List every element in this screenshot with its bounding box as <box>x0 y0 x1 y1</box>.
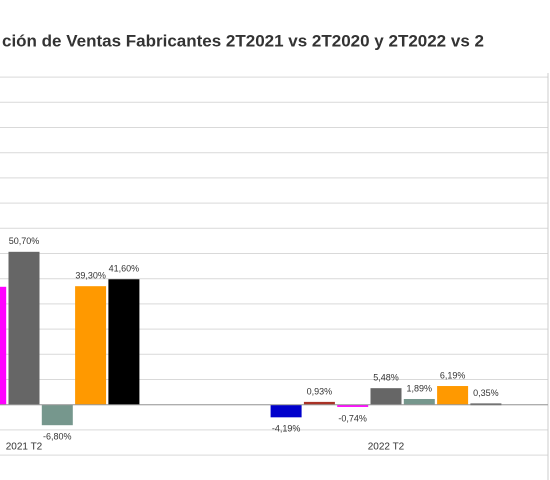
bar <box>370 388 402 405</box>
bar <box>108 279 140 405</box>
bar <box>270 404 302 418</box>
x-tick-label: 2021 T2 <box>6 442 43 453</box>
value-label: -0,74% <box>338 413 367 423</box>
bar <box>75 286 107 405</box>
value-label: 41,60% <box>109 264 140 274</box>
value-label: 0,35% <box>473 388 499 398</box>
value-label: 5,48% <box>373 373 399 383</box>
bar <box>437 386 469 405</box>
bar <box>8 251 40 405</box>
bar <box>337 404 369 407</box>
bar <box>303 401 335 405</box>
bar <box>41 404 73 426</box>
x-tick-label: 2022 T2 <box>368 442 405 453</box>
value-label: -6,80% <box>43 432 72 442</box>
value-label: 50,70% <box>9 236 40 246</box>
bar <box>0 286 7 405</box>
bar <box>403 398 435 405</box>
value-label: 6,19% <box>440 370 466 380</box>
chart-title: ción de Ventas Fabricantes 2T2021 vs 2T2… <box>2 31 484 50</box>
value-label: 39,30% <box>75 271 106 281</box>
value-label: 1,89% <box>407 383 433 393</box>
value-label: -4,19% <box>272 424 301 434</box>
value-label: 0,93% <box>307 386 333 396</box>
